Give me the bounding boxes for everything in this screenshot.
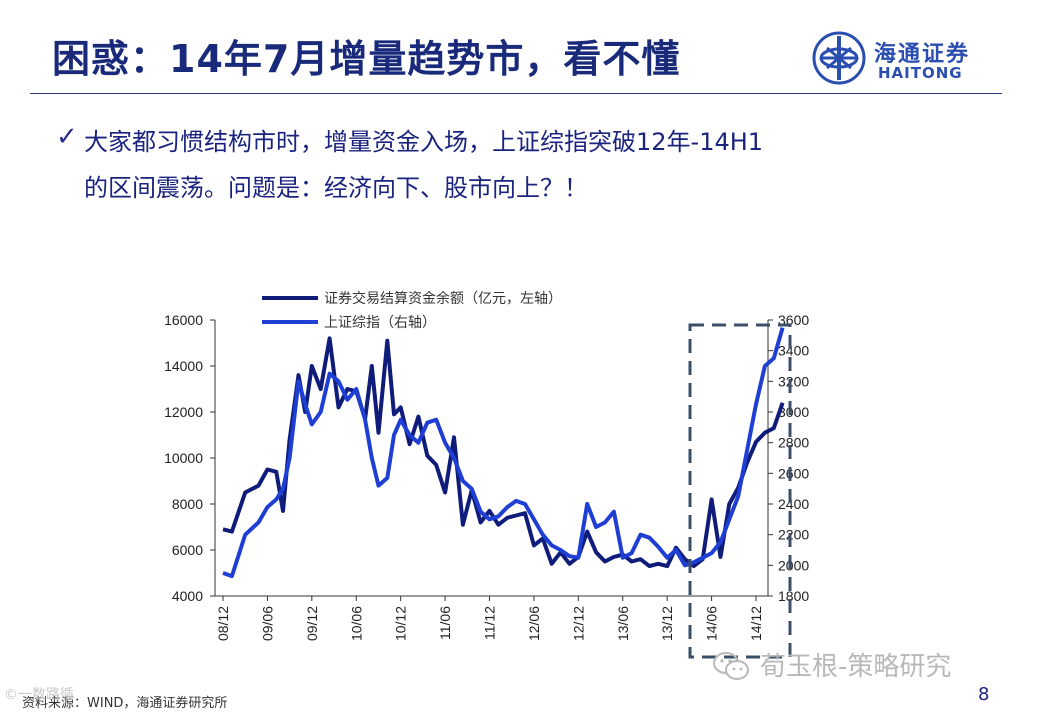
page-number: 8: [978, 684, 990, 705]
y-right-tick-label: 3000: [778, 404, 809, 420]
y-right-tick-label: 2000: [778, 557, 809, 573]
highlight-box: [688, 323, 792, 659]
x-tick-label: 14/12: [748, 606, 764, 641]
x-tick-label: 09/06: [259, 606, 275, 641]
x-tick-label: 12/12: [570, 606, 586, 641]
y-left-tick-label: 10000: [164, 450, 203, 466]
watermark-left: ©一数路循: [4, 687, 74, 703]
y-left-tick-label: 8000: [172, 496, 203, 512]
y-left-tick-label: 4000: [172, 588, 203, 604]
slide-title: 困惑：14年7月增量趋势市，看不懂: [52, 37, 681, 81]
x-tick-label: 10/06: [348, 606, 364, 641]
wechat-icon: [713, 652, 749, 680]
haitong-logo: 海通证券 HAITONG: [812, 30, 1012, 88]
x-tick-label: 10/12: [393, 606, 409, 641]
x-tick-label: 09/12: [304, 606, 320, 641]
y-right-tick-label: 2200: [778, 527, 809, 543]
y-right-tick-label: 3200: [778, 373, 809, 389]
x-tick-label: 13/12: [659, 606, 675, 641]
x-tick-label: 11/06: [437, 606, 453, 640]
y-left-tick-label: 16000: [164, 312, 203, 328]
x-tick-label: 12/06: [526, 606, 542, 641]
y-left-tick-label: 6000: [172, 542, 203, 558]
y-right-tick-label: 2400: [778, 496, 809, 512]
chart-axes: 4000 6000 8000 10000 12000 14000 16000 1800 2000…: [164, 312, 809, 641]
x-tick-label: 11/12: [482, 606, 498, 640]
bullet-text-line-1: 大家都习惯结构市时，增量资金入场，上证综指突破12年-14H1: [84, 128, 764, 156]
logo-chinese-name: 海通证券: [874, 41, 971, 67]
series-line-settlement-funds: [222, 336, 785, 569]
logo-english-name: HAITONG: [878, 64, 963, 82]
haitong-emblem-icon: [812, 31, 866, 85]
legend-label: 上证综指（右轴）: [324, 315, 436, 331]
y-right-tick-label: 3400: [778, 343, 809, 359]
legend-label: 证券交易结算资金余额（亿元，左轴）: [324, 290, 562, 307]
chart-legend: 证券交易结算资金余额（亿元，左轴） 上证综指（右轴）: [262, 290, 562, 331]
watermark-right: 荀玉根-策略研究: [760, 652, 952, 682]
x-tick-label: 13/06: [615, 606, 631, 641]
y-left-tick-label: 12000: [164, 404, 203, 420]
x-tick-label: 14/06: [704, 606, 720, 641]
title-divider: [30, 93, 1002, 94]
y-left-tick-label: 14000: [164, 358, 203, 374]
checkmark-icon: ✓: [56, 122, 78, 152]
source-note: 资料来源：WIND，海通证券研究所: [22, 696, 228, 711]
bullet-text-line-2: 的区间震荡。问题是：经济向下、股市向上？！: [84, 174, 588, 202]
y-right-tick-label: 2600: [778, 465, 809, 481]
x-tick-label: 08/12: [215, 606, 231, 641]
y-right-tick-label: 1800: [778, 588, 809, 604]
series-line-shanghai-composite: [222, 327, 785, 579]
chart-series: [222, 327, 785, 579]
y-right-tick-label: 2800: [778, 435, 809, 451]
